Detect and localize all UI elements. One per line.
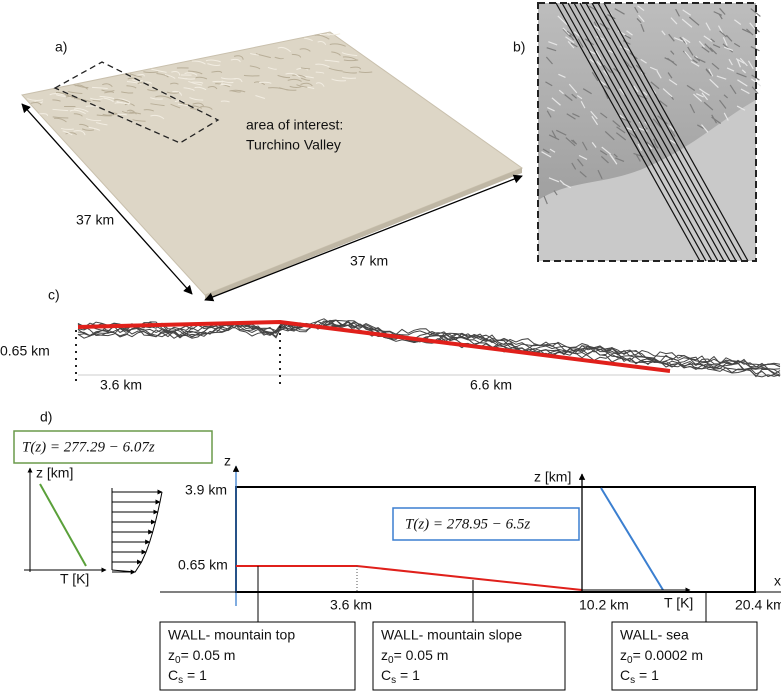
equation: T(z) = 278.95 − 6.5z bbox=[405, 516, 530, 532]
figure: a) area of interest: Turchino Valley 37 … bbox=[0, 0, 781, 694]
panel-label: a) bbox=[55, 39, 67, 55]
terrain bbox=[22, 32, 522, 295]
axis-label: x bbox=[774, 573, 781, 589]
axis-label: z bbox=[224, 453, 231, 469]
height-label: 0.65 km bbox=[0, 343, 50, 359]
height-label: 3.9 km bbox=[185, 482, 227, 498]
wall-title: WALL- mountain slope bbox=[381, 627, 522, 643]
panel-b: b) bbox=[513, 3, 761, 261]
ridge bbox=[320, 34, 330, 35]
dimension-label: 37 km bbox=[350, 253, 388, 269]
wind-profile bbox=[112, 488, 162, 572]
x-label: 3.6 km bbox=[330, 597, 372, 613]
profiles bbox=[78, 319, 780, 377]
value: = 0.05 m bbox=[394, 647, 449, 663]
panel-label: d) bbox=[40, 409, 52, 425]
value: = 1 bbox=[396, 667, 420, 683]
symbol: z bbox=[168, 647, 175, 663]
profile bbox=[78, 322, 780, 377]
dimension-label: 37 km bbox=[76, 212, 114, 228]
panel-label: c) bbox=[48, 287, 60, 303]
ridge bbox=[244, 75, 260, 76]
symbol: C bbox=[381, 667, 391, 683]
axis-label: z [km] bbox=[36, 465, 73, 481]
panel-label: b) bbox=[513, 39, 525, 55]
x-label: 10.2 km bbox=[579, 597, 629, 613]
panel-d: d) T(z) = 277.29 − 6.07z z [km] T [K] T(… bbox=[14, 409, 781, 690]
axis-label: T [K] bbox=[60, 571, 89, 587]
ground-profile bbox=[236, 566, 582, 590]
profile bbox=[78, 320, 780, 377]
wall-title: WALL- sea bbox=[620, 627, 689, 643]
symbol: z bbox=[620, 647, 627, 663]
distance-label: 6.6 km bbox=[470, 377, 512, 393]
symbol: C bbox=[168, 667, 178, 683]
value: = 1 bbox=[635, 667, 659, 683]
value: = 0.0002 m bbox=[633, 647, 703, 663]
height-label: 0.65 km bbox=[178, 557, 228, 573]
panel-c: c) 0.65 km 3.6 km 6.6 km bbox=[0, 287, 781, 393]
wall-title: WALL- mountain top bbox=[168, 627, 295, 643]
value: = 0.05 m bbox=[181, 647, 236, 663]
temperature-profile bbox=[40, 484, 86, 566]
ridge bbox=[286, 90, 296, 91]
sea-temperature bbox=[601, 488, 663, 590]
distance-label: 3.6 km bbox=[100, 377, 142, 393]
equation: T(z) = 277.29 − 6.07z bbox=[22, 439, 155, 455]
annotation: area of interest: bbox=[246, 117, 343, 133]
symbol: z bbox=[381, 647, 388, 663]
annotation: Turchino Valley bbox=[246, 137, 341, 153]
profile bbox=[78, 321, 780, 377]
axis-label: z [km] bbox=[534, 469, 571, 485]
x-label: 20.4 km bbox=[735, 597, 781, 613]
panel-a: a) area of interest: Turchino Valley 37 … bbox=[22, 32, 522, 300]
symbol: C bbox=[620, 667, 630, 683]
x-label: T [K] bbox=[664, 595, 693, 611]
value: = 1 bbox=[183, 667, 207, 683]
